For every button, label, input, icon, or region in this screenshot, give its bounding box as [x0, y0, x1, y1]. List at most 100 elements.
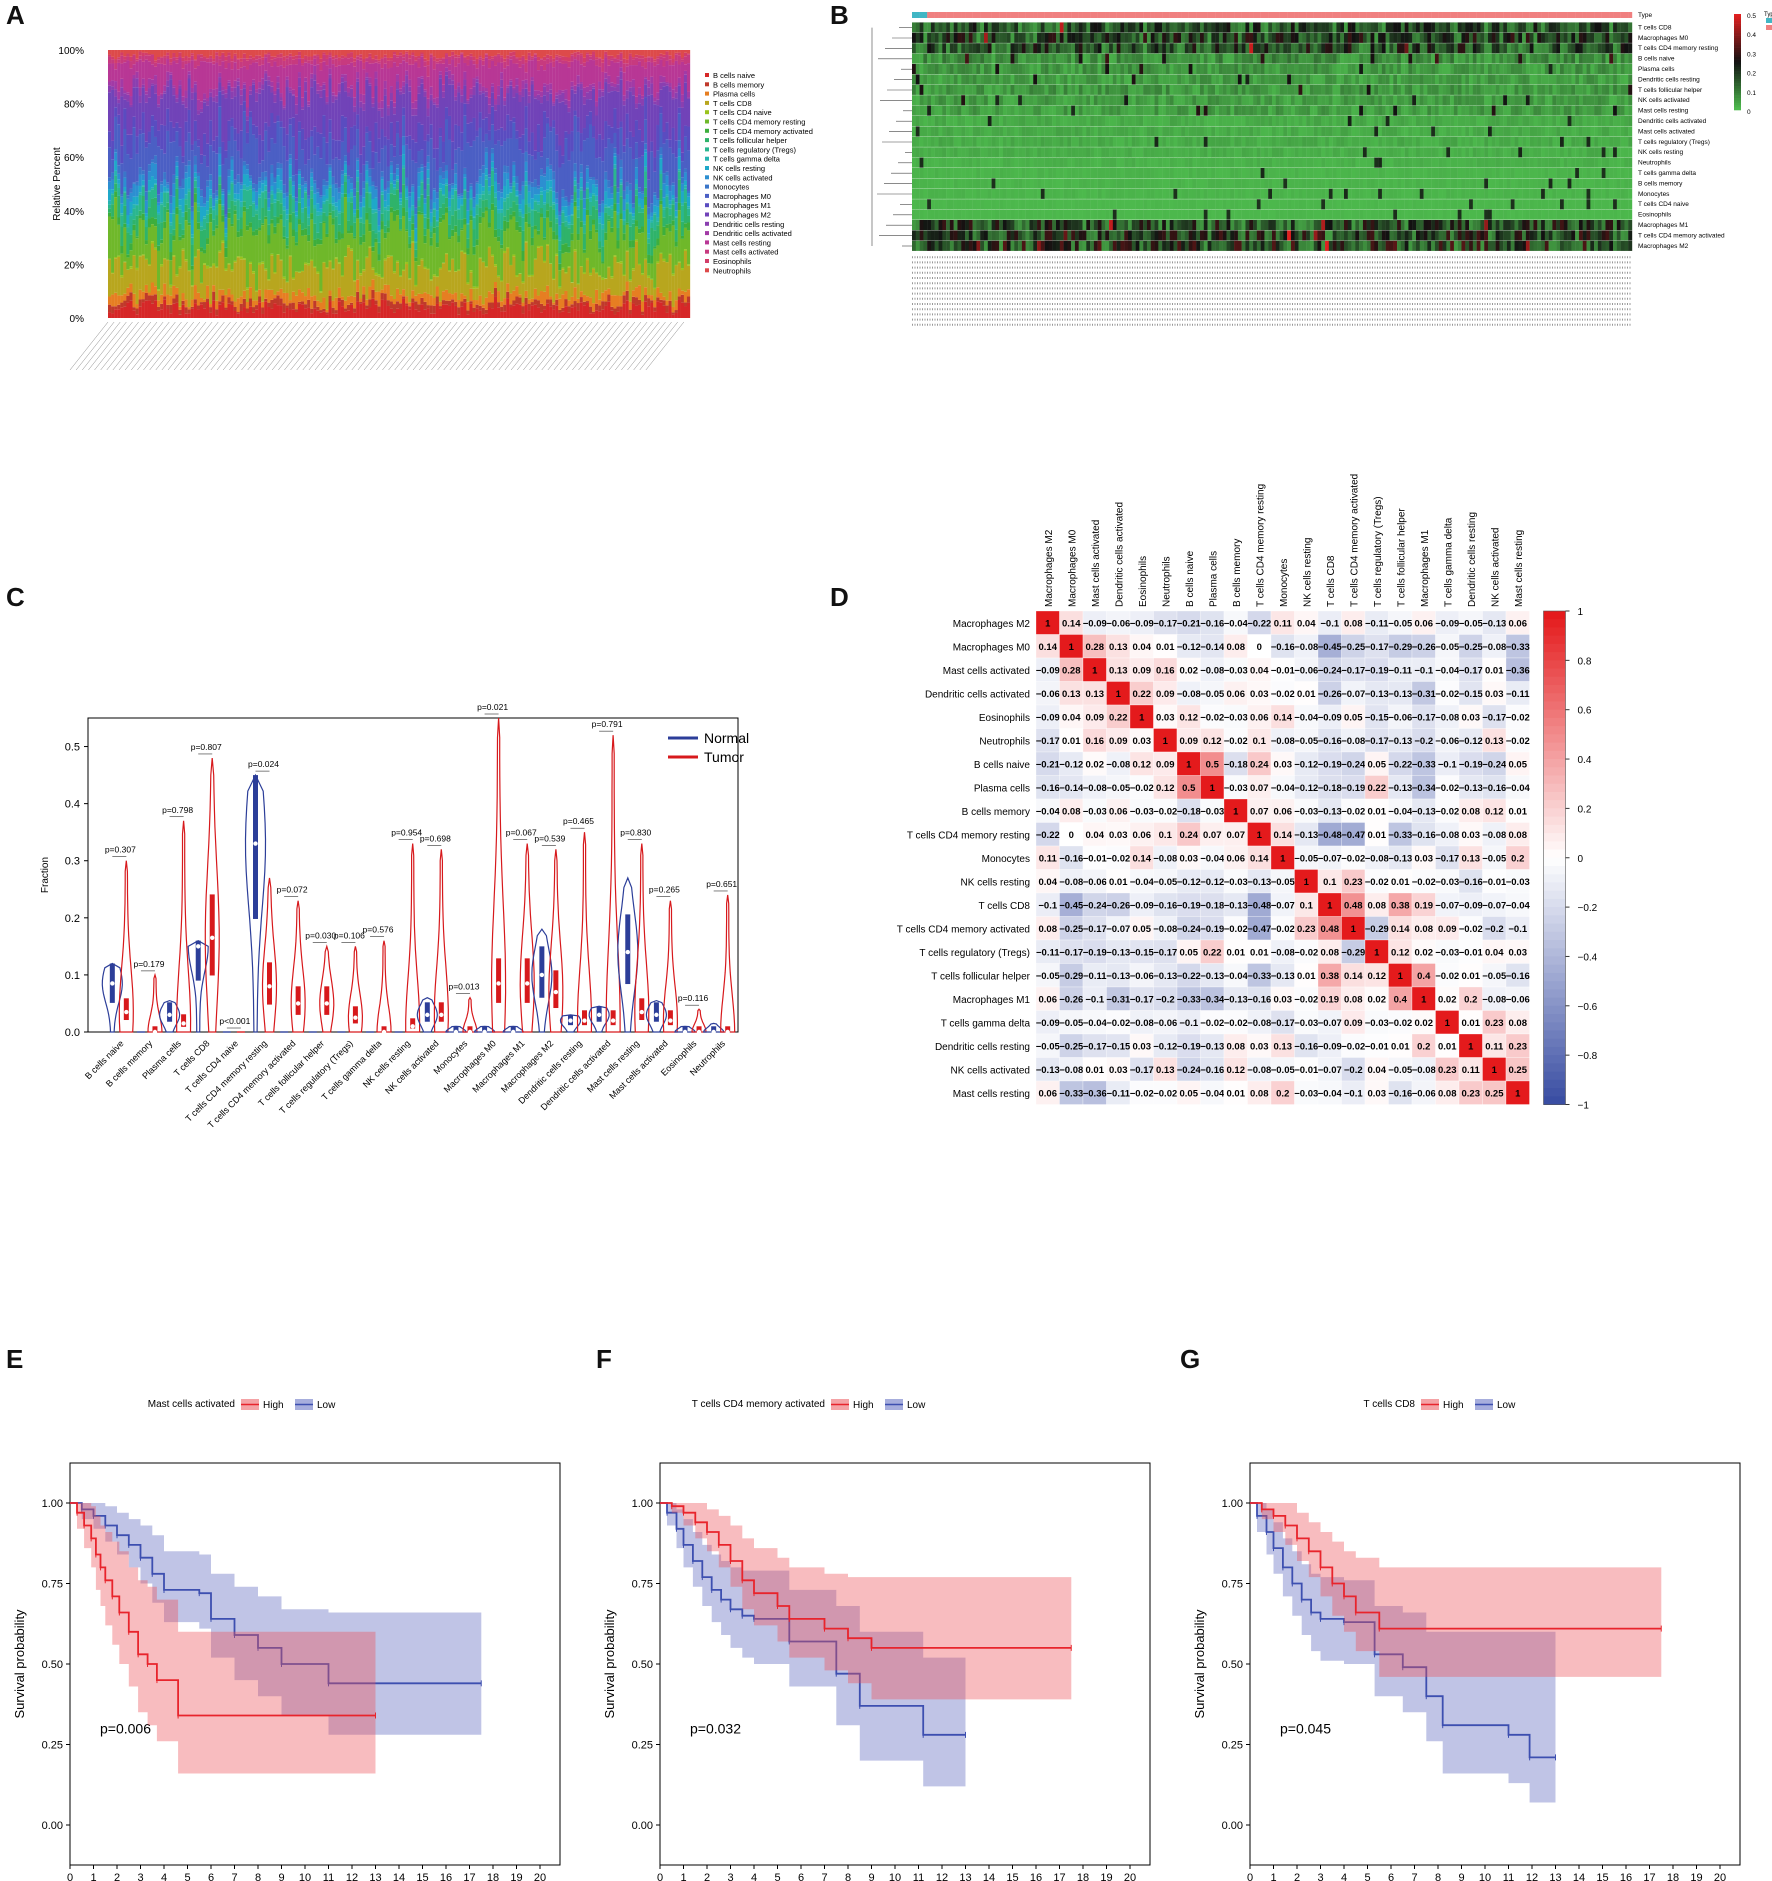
heatmap-cell — [1268, 12, 1273, 18]
bar-segment — [579, 297, 583, 303]
bar-segment — [132, 182, 136, 184]
bar-segment — [524, 62, 528, 73]
bar-segment — [423, 140, 427, 167]
bar-segment — [576, 83, 580, 87]
bar-segment — [509, 59, 513, 80]
bar-segment — [123, 306, 127, 318]
bar-segment — [202, 102, 207, 134]
sample-bar — [530, 50, 534, 318]
bar-segment — [328, 68, 332, 75]
bar-segment — [270, 66, 274, 82]
bar-segment — [202, 58, 207, 62]
bar-segment — [530, 155, 534, 183]
bar-segment — [438, 50, 443, 59]
bar-segment — [304, 304, 308, 309]
bar-segment — [349, 88, 354, 98]
bar-segment — [157, 146, 161, 195]
bar-segment — [644, 205, 648, 259]
bar-segment — [619, 52, 623, 55]
bar-segment — [340, 174, 345, 185]
bar-segment — [478, 305, 482, 311]
bar-segment — [346, 202, 351, 221]
bar-segment — [169, 121, 173, 143]
sample-bar — [515, 50, 519, 318]
bar-segment — [371, 198, 375, 210]
legend-label: T cells follicular helper — [713, 136, 788, 145]
sample-label-stub — [308, 321, 348, 371]
bar-segment — [343, 50, 348, 57]
bar-segment — [138, 167, 142, 175]
bar-segment — [300, 177, 305, 186]
bar-segment — [172, 183, 176, 197]
bar-segment — [340, 275, 345, 277]
bar-segment — [564, 196, 568, 201]
bar-segment — [221, 55, 225, 62]
bar-segment — [282, 276, 286, 279]
bar-segment — [399, 201, 403, 205]
bar-segment — [527, 60, 531, 92]
bar-segment — [530, 187, 534, 199]
heatmap-cell — [1056, 12, 1060, 18]
bar-segment — [457, 314, 461, 318]
bar-segment — [576, 198, 580, 207]
bar-segment — [487, 97, 492, 105]
bar-segment — [132, 255, 136, 294]
bar-segment — [533, 53, 537, 55]
bar-segment — [221, 90, 225, 95]
bar-segment — [353, 216, 357, 223]
heatmap-cell — [1321, 22, 1326, 33]
bar-segment — [564, 272, 568, 274]
bar-segment — [261, 172, 265, 181]
bar-segment — [334, 297, 338, 311]
bar-segment — [441, 300, 446, 305]
bar-segment — [120, 55, 124, 64]
bar-segment — [175, 156, 179, 162]
bar-segment — [539, 58, 544, 60]
bar-segment — [206, 58, 210, 63]
bar-segment — [169, 72, 173, 75]
bar-segment — [399, 52, 403, 56]
bar-segment — [634, 65, 639, 97]
bar-segment — [659, 189, 663, 201]
bar-segment — [515, 204, 519, 222]
bar-segment — [304, 81, 308, 92]
bar-segment — [111, 272, 115, 274]
bar-segment — [371, 63, 375, 98]
bar-segment — [374, 300, 378, 305]
bar-segment — [245, 289, 250, 303]
bar-segment — [466, 101, 470, 104]
bar-segment — [157, 223, 161, 246]
bar-segment — [264, 54, 268, 58]
bar-segment — [343, 175, 348, 182]
bar-segment — [343, 117, 348, 128]
bar-segment — [677, 169, 681, 172]
sample-label-stub — [529, 321, 568, 371]
bar-segment — [576, 217, 580, 234]
bar-segment — [325, 164, 329, 182]
bar-segment — [383, 238, 387, 259]
bar-segment — [111, 159, 115, 173]
bar-segment — [230, 87, 234, 92]
bar-segment — [570, 233, 574, 241]
bar-segment — [178, 85, 182, 89]
bar-segment — [503, 220, 507, 232]
bar-segment — [625, 224, 629, 251]
bar-segment — [209, 120, 213, 146]
bar-segment — [319, 158, 323, 196]
bar-segment — [634, 226, 639, 240]
heatmap-cell — [1325, 22, 1330, 33]
bar-segment — [674, 98, 678, 141]
bar-segment — [153, 50, 158, 61]
bar-segment — [126, 154, 130, 196]
sample-bar — [402, 50, 406, 318]
bar-segment — [542, 95, 547, 112]
bar-segment — [169, 203, 173, 214]
bar-segment — [282, 312, 286, 318]
bar-segment — [451, 84, 455, 142]
bar-segment — [411, 50, 415, 53]
bar-segment — [108, 56, 112, 64]
bar-segment — [647, 151, 651, 180]
heatmap-cell — [1253, 22, 1258, 33]
bar-segment — [466, 59, 470, 66]
bar-segment — [395, 89, 400, 122]
